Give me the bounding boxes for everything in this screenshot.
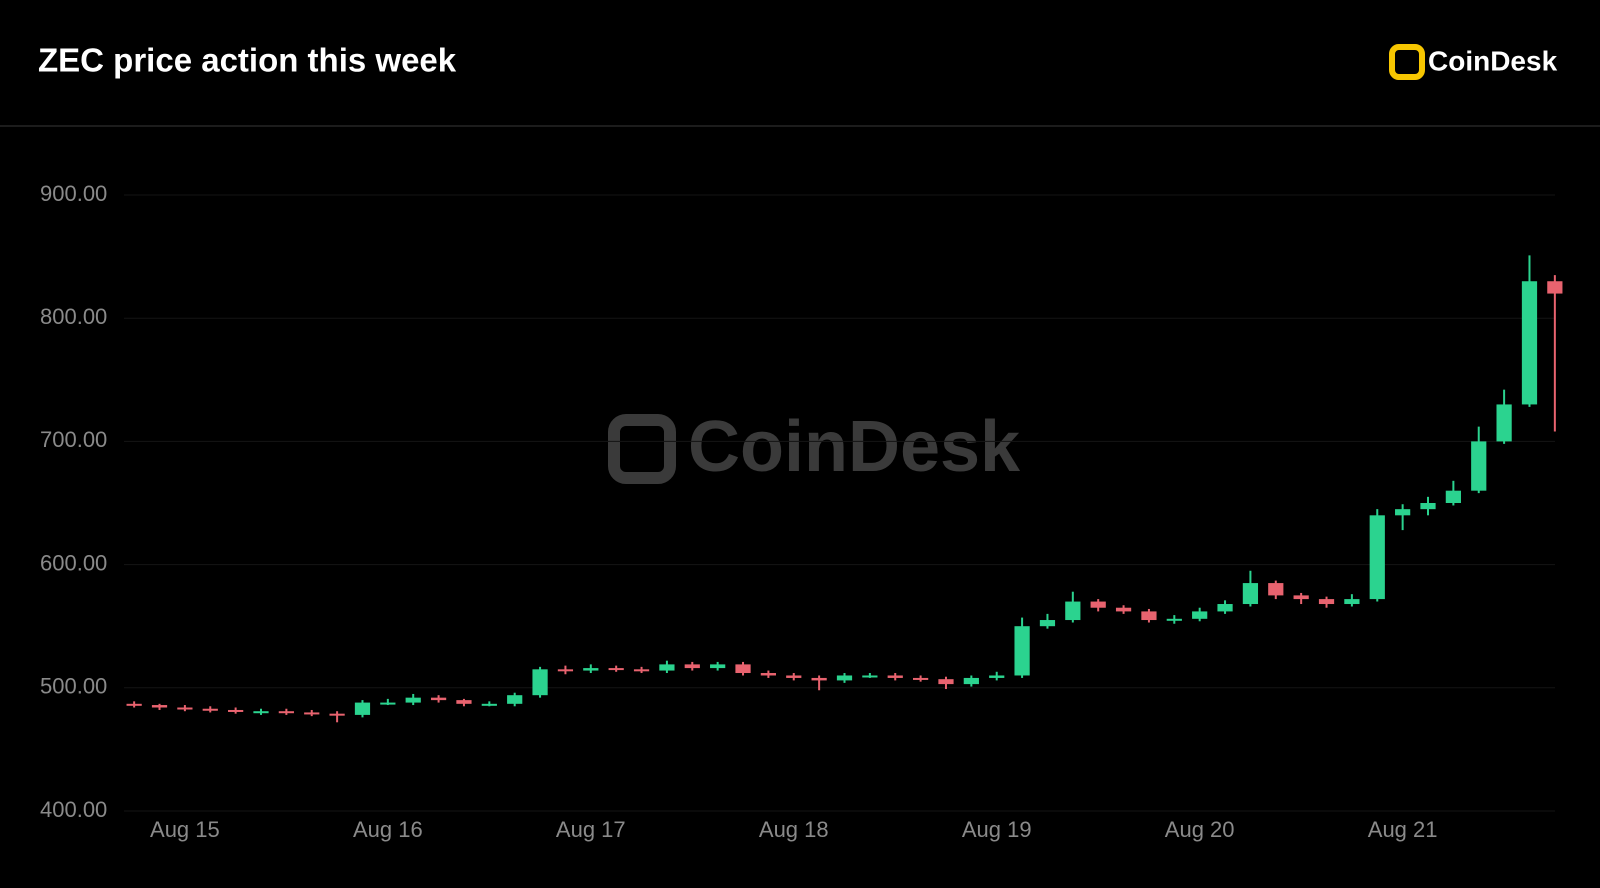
candle-body bbox=[684, 664, 700, 669]
candle-body bbox=[228, 709, 244, 712]
candle-body bbox=[938, 679, 954, 685]
candle-body bbox=[710, 664, 726, 669]
candle-body bbox=[329, 713, 345, 716]
candle-body bbox=[1115, 607, 1132, 612]
logo-icon bbox=[1389, 44, 1425, 80]
y-tick-label: 800.00 bbox=[40, 304, 107, 329]
candle-body bbox=[1014, 626, 1030, 676]
candle-body bbox=[912, 677, 929, 680]
y-tick-label: 500.00 bbox=[40, 674, 107, 699]
candle-body bbox=[151, 705, 168, 708]
candle-body bbox=[1369, 515, 1385, 600]
logo-text: CoinDesk bbox=[1428, 45, 1558, 76]
candle-body bbox=[963, 677, 979, 685]
candle-body bbox=[1166, 618, 1182, 621]
x-tick-label: Aug 21 bbox=[1368, 817, 1438, 842]
candle-body bbox=[557, 669, 574, 672]
candle-body bbox=[1090, 601, 1106, 608]
candle-body bbox=[1192, 611, 1208, 619]
candle-body bbox=[278, 711, 294, 714]
candle-body bbox=[989, 675, 1005, 678]
candle-body bbox=[1242, 583, 1259, 605]
x-tick-label: Aug 19 bbox=[962, 817, 1032, 842]
watermark: CoinDesk bbox=[688, 407, 1021, 487]
candle-body bbox=[1547, 281, 1563, 294]
candle-body bbox=[583, 668, 599, 671]
candle-body bbox=[786, 675, 802, 678]
candle-body bbox=[481, 703, 497, 706]
x-tick-label: Aug 16 bbox=[353, 817, 423, 842]
candle-body bbox=[532, 669, 548, 696]
candle-body bbox=[735, 664, 751, 674]
candle-body bbox=[1395, 509, 1411, 516]
candle-body bbox=[633, 669, 650, 672]
candle-body bbox=[177, 707, 193, 710]
candle-body bbox=[126, 703, 142, 706]
candle-body bbox=[1217, 604, 1233, 612]
y-tick-label: 600.00 bbox=[40, 550, 107, 575]
candle-body bbox=[887, 675, 903, 678]
candle-body bbox=[811, 677, 827, 681]
candle-body bbox=[202, 708, 218, 711]
candle-body bbox=[1471, 441, 1487, 491]
x-tick-label: Aug 17 bbox=[556, 817, 626, 842]
candle-body bbox=[836, 675, 853, 681]
candle-body bbox=[507, 695, 523, 704]
x-tick-label: Aug 20 bbox=[1165, 817, 1235, 842]
candle-body bbox=[659, 664, 675, 671]
x-tick-label: Aug 15 bbox=[150, 817, 220, 842]
chart-title: ZEC price action this week bbox=[38, 42, 457, 79]
watermark-icon bbox=[608, 414, 676, 484]
candle-body bbox=[253, 711, 269, 714]
candle-body bbox=[430, 697, 447, 701]
candle-body bbox=[1420, 503, 1436, 510]
candle-body bbox=[380, 702, 396, 705]
y-tick-label: 900.00 bbox=[40, 181, 107, 206]
candle-body bbox=[1293, 595, 1309, 600]
candle-body bbox=[760, 673, 777, 676]
candle-body bbox=[1268, 583, 1284, 596]
x-tick-label: Aug 18 bbox=[759, 817, 829, 842]
plot-area: 400.00 500.00 600.00 700.00 800.00 900.00 Aug … bbox=[40, 181, 1563, 842]
candle-body bbox=[1318, 599, 1335, 605]
y-tick-label: 400.00 bbox=[40, 797, 107, 822]
candle-body bbox=[1521, 281, 1538, 405]
candle-body bbox=[1039, 620, 1056, 627]
candle-body bbox=[354, 702, 371, 715]
candle-body bbox=[608, 668, 624, 671]
candle-body bbox=[405, 697, 421, 703]
candle-body bbox=[304, 712, 320, 715]
candle-body bbox=[862, 675, 878, 678]
y-tick-label: 700.00 bbox=[40, 427, 107, 452]
candle-body bbox=[1065, 601, 1081, 621]
candle-body bbox=[456, 700, 472, 704]
candle-body bbox=[1445, 490, 1461, 503]
candle-body bbox=[1141, 611, 1157, 621]
candle-body bbox=[1344, 599, 1360, 605]
candle-body bbox=[1496, 404, 1512, 442]
